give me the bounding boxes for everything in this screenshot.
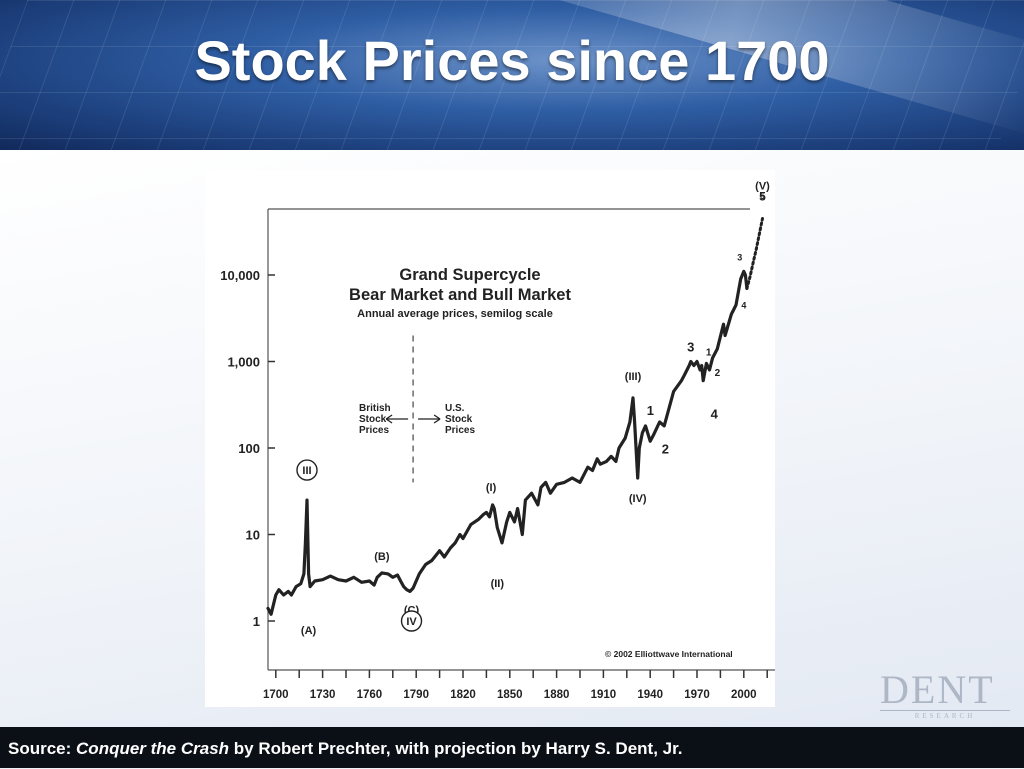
x-tick-label: 1850 bbox=[497, 689, 523, 701]
stock-price-chart: 1 10 100 1,000 10,000 1700 1730 1760 1790 1820 185… bbox=[220, 181, 775, 701]
y-tick-label: 10,000 bbox=[220, 268, 260, 283]
y-tick-label: 10 bbox=[246, 528, 260, 543]
source-footer: Source: Conquer the Crash by Robert Prec… bbox=[0, 727, 1024, 768]
wave-label-circle bbox=[296, 459, 318, 481]
x-tick-label: 2000 bbox=[731, 689, 757, 701]
chart-panel: 1 10 100 1,000 10,000 1700 1730 1760 1790 1820 185… bbox=[205, 170, 775, 707]
wave-label: (II) bbox=[491, 578, 505, 590]
wave-label: 4 bbox=[711, 407, 719, 422]
footer-prefix: Source: bbox=[8, 739, 77, 759]
us-stock-prices-label: U.S. bbox=[445, 403, 465, 414]
wave-label-circle bbox=[400, 610, 423, 632]
x-tick-label: 1820 bbox=[450, 689, 476, 701]
x-tick-label: 1910 bbox=[591, 689, 617, 701]
wave-label: IV bbox=[406, 616, 417, 628]
chart-subtitle: Annual average prices, semilog scale bbox=[357, 308, 553, 320]
footer-book-title: Conquer the Crash bbox=[76, 739, 230, 759]
wave-label: (V) bbox=[755, 181, 770, 193]
slide-title: Stock Prices since 1700 bbox=[194, 29, 830, 92]
x-tick-label: 1970 bbox=[684, 689, 710, 701]
wave-label: 2 bbox=[662, 441, 669, 456]
x-tick-label: 1790 bbox=[403, 689, 429, 701]
logo-subtitle: RESEARCH bbox=[880, 710, 1010, 720]
logo-wordmark: DENT bbox=[880, 667, 995, 712]
projection-line bbox=[745, 217, 764, 290]
wave-label: 2 bbox=[715, 368, 721, 379]
price-series-line bbox=[266, 269, 749, 616]
footer-suffix: by Robert Prechter, with projection by H… bbox=[229, 739, 683, 759]
chart-title-line2: Bear Market and Bull Market bbox=[349, 286, 571, 304]
x-tick-label: 1760 bbox=[357, 689, 383, 701]
wave-label: (I) bbox=[486, 482, 497, 494]
british-stock-prices-label: Prices bbox=[359, 425, 389, 436]
wave-label: 1 bbox=[647, 403, 654, 418]
us-stock-prices-label: Prices bbox=[445, 425, 475, 436]
us-stock-prices-label: Stock bbox=[445, 414, 473, 425]
wave-label: (A) bbox=[301, 625, 317, 637]
british-stock-prices-label: Stock bbox=[359, 414, 387, 425]
y-tick-label: 1,000 bbox=[227, 355, 260, 370]
dent-research-logo: DENT RESEARCH bbox=[880, 670, 1010, 720]
wave-label: (IV) bbox=[629, 493, 647, 505]
wave-label: (III) bbox=[625, 371, 642, 383]
wave-label: 5 bbox=[759, 189, 766, 203]
wave-label: III bbox=[302, 465, 311, 477]
x-tick-label: 1880 bbox=[544, 689, 570, 701]
wave-label: 3 bbox=[737, 252, 742, 262]
right-arrow bbox=[418, 414, 441, 424]
y-tick-label: 1 bbox=[253, 614, 260, 629]
left-arrow bbox=[385, 414, 409, 424]
wave-label: 4 bbox=[741, 300, 746, 310]
x-tick-label: 1940 bbox=[637, 689, 663, 701]
british-stock-prices-label: British bbox=[359, 403, 391, 414]
chart-title: Grand Supercycle bbox=[399, 266, 540, 284]
x-tick-label: 1730 bbox=[310, 689, 336, 701]
wave-label: 1 bbox=[706, 347, 712, 358]
copyright-text: © 2002 Elliottwave International bbox=[605, 649, 733, 659]
x-tick-label: 1700 bbox=[263, 689, 289, 701]
wave-label: (B) bbox=[374, 551, 390, 563]
wave-label: 3 bbox=[687, 340, 694, 355]
wave-label: 5 bbox=[760, 191, 765, 201]
header-banner: Stock Prices since 1700 bbox=[0, 0, 1024, 150]
y-tick-label: 100 bbox=[238, 441, 260, 456]
